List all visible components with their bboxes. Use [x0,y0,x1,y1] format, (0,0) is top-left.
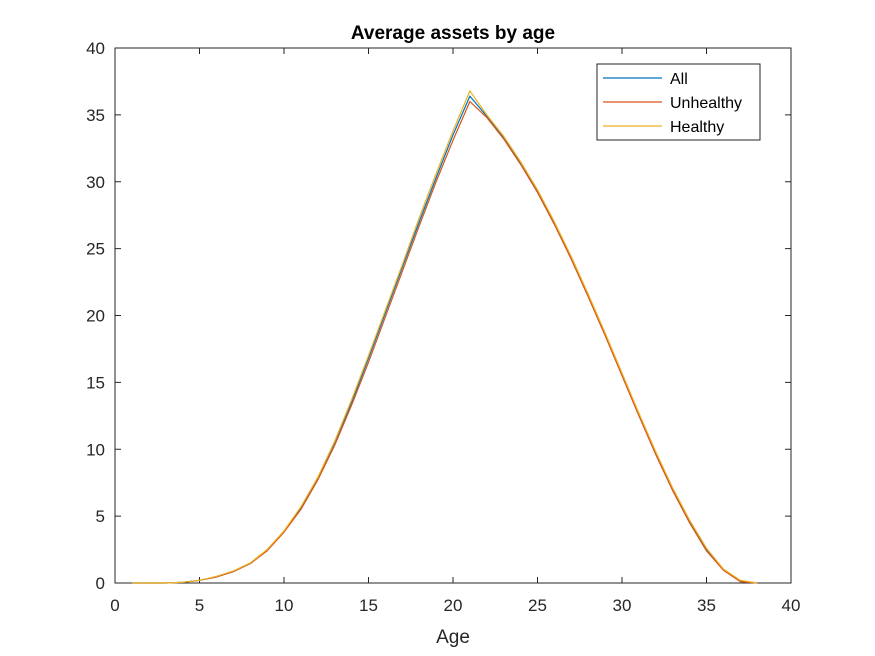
x-tick-label: 10 [275,596,294,615]
legend: All Unhealthy Healthy [596,63,761,141]
x-tick-label: 0 [110,596,119,615]
y-tick-label: 25 [86,240,105,259]
x-tick-label: 25 [528,596,547,615]
y-tick-label: 30 [86,173,105,192]
y-tick-label: 20 [86,307,105,326]
x-axis-label: Age [436,627,470,648]
x-tick-label: 5 [195,596,204,615]
y-tick-label: 15 [86,373,105,392]
legend-label-all: All [670,71,688,88]
series-line-healthy [131,90,758,584]
x-tick-label: 35 [697,596,716,615]
x-tick-label: 20 [444,596,463,615]
y-tick-label: 10 [86,440,105,459]
series-lines [131,90,758,584]
series-line-unhealthy [131,100,758,584]
legend-label-healthy: Healthy [670,119,724,136]
x-tick-label: 30 [613,596,632,615]
y-tick-label: 40 [86,39,105,58]
x-tick-label: 40 [782,596,801,615]
y-tick-label: 0 [96,574,105,593]
y-tick-label: 5 [96,507,105,526]
y-tick-label: 35 [86,106,105,125]
x-tick-label: 15 [359,596,378,615]
chart-title: Average assets by age [351,23,555,44]
legend-label-unhealthy: Unhealthy [670,95,742,112]
